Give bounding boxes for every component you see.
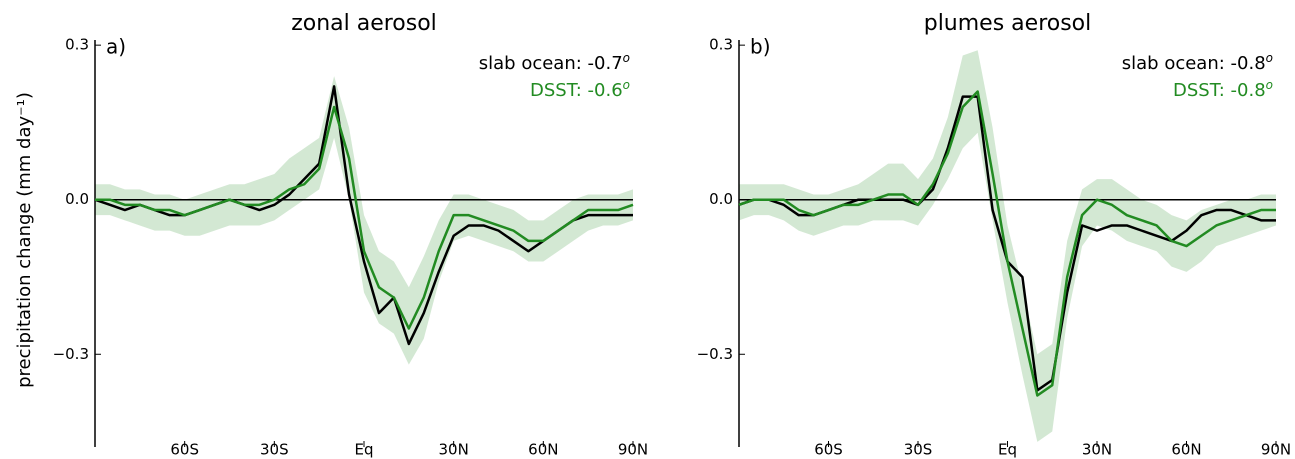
y-tick-label: 0.3 <box>709 36 733 54</box>
y-tick-label: 0.0 <box>65 190 89 208</box>
x-tick-label: 90N <box>618 441 648 459</box>
y-axis-label: precipitation change (mm day⁻¹) <box>14 92 35 388</box>
x-tick-label: 60N <box>528 441 558 459</box>
panel-label: b) <box>750 35 771 59</box>
panel-label: a) <box>106 35 126 59</box>
x-tick-label: 30S <box>904 441 933 459</box>
series-line <box>738 90 1276 397</box>
spread-band <box>95 76 633 365</box>
legend-superscript: o <box>623 78 630 92</box>
x-tick-label: 60S <box>814 441 843 459</box>
x-tick-label: 90N <box>1261 441 1291 459</box>
spread-band <box>739 50 1276 442</box>
legend-entry: slab ocean: -0.8o <box>1122 51 1273 75</box>
legend-superscript: o <box>1266 78 1273 92</box>
x-tick-label: 30N <box>1082 441 1112 459</box>
legend-text: slab ocean: -0.8 <box>1122 53 1266 74</box>
y-tick-label: −0.3 <box>697 345 733 363</box>
y-tick-label: 0.3 <box>65 36 89 54</box>
legend-entry: DSST: -0.6o <box>530 78 630 102</box>
series-line <box>95 105 634 330</box>
chart-title: plumes aerosol <box>924 11 1092 36</box>
x-tick-label: Eq <box>355 441 374 459</box>
x-tick-label: 30N <box>439 441 469 459</box>
legend-superscript: o <box>1266 51 1273 65</box>
legend-superscript: o <box>623 51 630 65</box>
x-tick-label: 30S <box>260 441 289 459</box>
y-tick-label: −0.3 <box>53 345 89 363</box>
legend-text: slab ocean: -0.7 <box>479 53 623 74</box>
x-tick-label: Eq <box>998 441 1017 459</box>
x-tick-label: 60N <box>1171 441 1201 459</box>
legend-entry: slab ocean: -0.7o <box>479 51 630 75</box>
y-tick-label: 0.0 <box>709 190 733 208</box>
legend-entry: DSST: -0.8o <box>1173 78 1273 102</box>
legend-text: DSST: -0.8 <box>1173 80 1266 101</box>
legend-text: DSST: -0.6 <box>530 80 623 101</box>
x-tick-label: 60S <box>170 441 199 459</box>
chart-title: zonal aerosol <box>291 11 437 36</box>
